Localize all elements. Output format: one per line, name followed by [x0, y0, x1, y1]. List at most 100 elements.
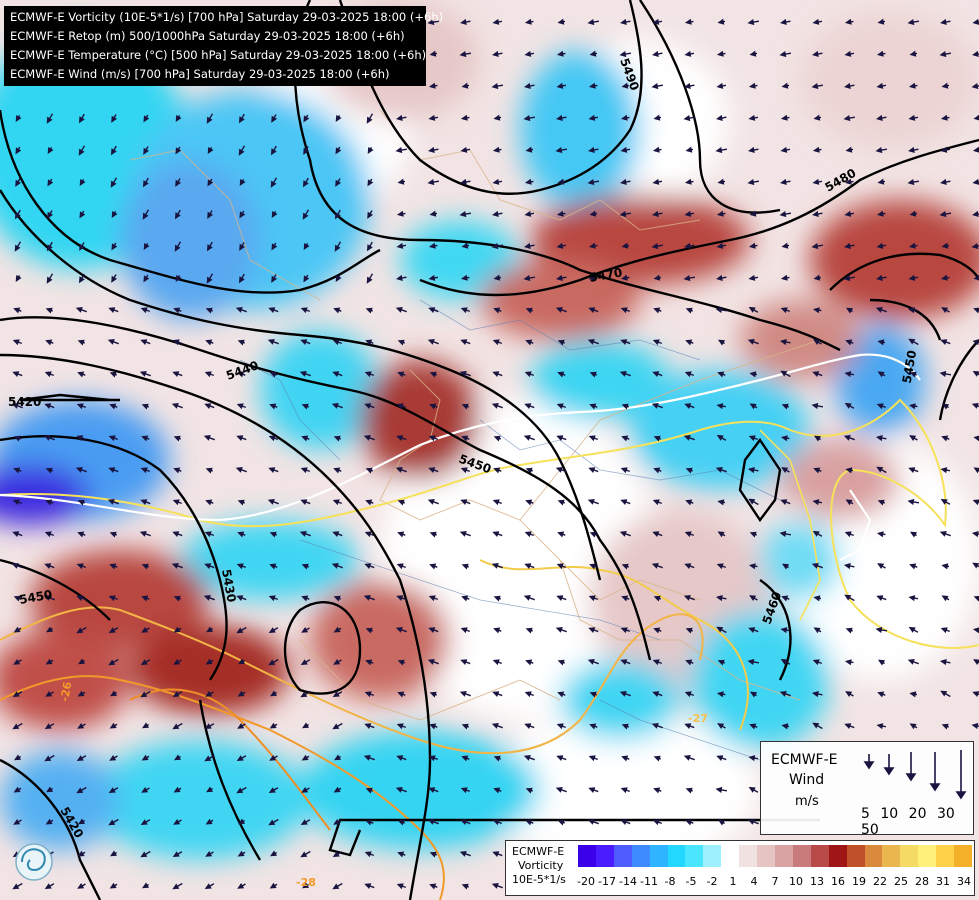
contour-label-5430: 5430 [219, 568, 239, 603]
wind-arrow-head [79, 211, 86, 219]
wind-arrow-head [77, 371, 85, 378]
wind-arrow-head [684, 723, 692, 729]
wind-arrow-head [781, 242, 789, 249]
wind-arrow-head [652, 691, 660, 697]
wind-arrow-head [685, 146, 693, 153]
colorbar-variable: Vorticity [518, 859, 564, 872]
wind-arrow-head [684, 178, 692, 185]
wind-arrow-head [684, 691, 692, 698]
wind-arrow-head [331, 563, 339, 569]
temperature-labels: -26 -28 -27 [58, 680, 708, 889]
wind-arrow-head [269, 371, 277, 378]
wind-arrow-head [12, 691, 20, 698]
wind-arrow-head [877, 371, 885, 378]
wind-arrow-head [557, 178, 565, 185]
wind-arrow-head [749, 723, 757, 730]
wind-arrow-head [749, 595, 757, 602]
wind-arrow-head [684, 563, 692, 569]
wind-arrow-head [15, 179, 22, 187]
wind-arrow-head [621, 723, 629, 730]
wind-arrow-head [172, 691, 180, 698]
wind-arrow-head [428, 114, 436, 121]
wind-arrow-head [459, 371, 467, 377]
wind-arrow-head [46, 626, 54, 633]
wind-arrow-head [621, 403, 629, 410]
wind-arrow-head [429, 563, 437, 570]
wind-arrow-head [909, 563, 917, 570]
wind-arrow-head [715, 467, 723, 473]
wind-arrow-head [12, 883, 20, 890]
wind-arrow-head [939, 531, 947, 537]
wind-arrow-head [715, 114, 723, 121]
wind-arrow-head [973, 659, 979, 666]
wind-arrow-head [76, 755, 84, 762]
wind-arrow-head [239, 211, 246, 219]
wind-arrow-head [236, 595, 244, 601]
colorbar-swatch [703, 845, 722, 867]
wind-arrow-head [877, 18, 885, 25]
wind-arrow-head [459, 178, 467, 185]
wind-arrow-head [942, 403, 950, 410]
wind-arrow-head [239, 178, 246, 186]
wind-arrow-head [365, 499, 373, 506]
wind-arrow-head [652, 178, 660, 185]
wind-arrow-head [812, 530, 820, 537]
wind-arrow-head [302, 212, 309, 220]
wind-arrow-head [683, 115, 691, 122]
wind-arrow-head [110, 180, 117, 188]
wind-arrow-head [205, 658, 213, 665]
wind-arrow-head [525, 659, 533, 666]
wind-arrow-head [941, 435, 949, 442]
wind-arrow-head [813, 467, 821, 474]
wind-arrow-head [365, 307, 373, 314]
wind-arrow-head [108, 307, 116, 313]
wind-arrow-head [811, 563, 819, 569]
temperature-isotherms [0, 398, 979, 900]
wind-arrow-head [78, 148, 85, 156]
wind-arrow-head [335, 114, 342, 122]
wind-arrow-head [653, 595, 661, 602]
wind-arrow-head [143, 275, 150, 283]
wind-arrow-head [75, 467, 83, 473]
wind-arrow-head [587, 819, 595, 825]
wind-arrow-head [303, 242, 310, 250]
wind-arrow-head [940, 498, 948, 505]
wind-arrow-head [237, 882, 245, 889]
wind-arrow-head [779, 178, 787, 185]
wind-arrow-head [429, 883, 437, 890]
wind-arrow-head [140, 467, 148, 474]
wind-arrow-head [108, 595, 116, 602]
wind-arrow-head [206, 244, 213, 252]
wind-arrow-head [780, 307, 788, 314]
wind-arrow-head [491, 883, 499, 889]
wind-arrow-head [875, 307, 883, 313]
wind-arrow-head [876, 595, 884, 601]
wind-arrow-head [428, 787, 436, 793]
wind-arrow-head [173, 626, 181, 633]
wind-arrow-head [271, 243, 278, 251]
wind-arrow-head [683, 82, 691, 89]
wind-arrow-head [460, 627, 468, 634]
wind-arrow-head [175, 274, 182, 282]
wind-arrow-head [173, 658, 181, 665]
colorbar-swatch [774, 845, 793, 867]
wind-arrow-head [813, 339, 821, 346]
wind-arrow-head [715, 306, 723, 313]
wind-arrow-head [108, 467, 116, 473]
colorbar-swatch [936, 845, 955, 867]
wind-arrow-head [811, 50, 819, 57]
wind-arrow-head [303, 275, 310, 283]
wind-arrow-head [269, 882, 277, 889]
wind-arrow-head [972, 339, 979, 346]
wind-arrow-head [364, 691, 372, 698]
wind-arrow-head [589, 563, 597, 570]
wind-arrow-head [556, 435, 564, 441]
wind-arrow-head [204, 403, 212, 409]
wind-arrow-head [333, 467, 341, 474]
wind-arrow-head [715, 147, 723, 154]
wind-arrow-head [557, 819, 565, 826]
colorbar-unit: 10E-5*1/s [512, 873, 566, 886]
wind-arrow-head [814, 435, 822, 442]
wind-arrow-head [269, 531, 277, 538]
wind-arrow-head [13, 467, 21, 474]
